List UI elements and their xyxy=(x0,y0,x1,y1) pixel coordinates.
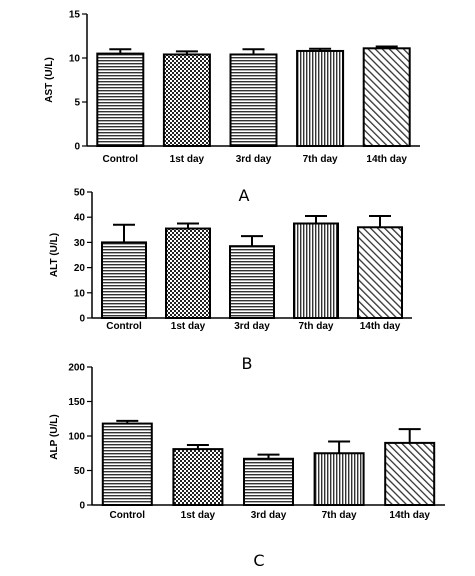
panel-a-ytick-label: 0 xyxy=(74,142,80,153)
panel-a-bar xyxy=(229,53,278,147)
panel-b-bar xyxy=(229,245,275,319)
panel-c-bar xyxy=(172,448,224,506)
panel-b-letter: B xyxy=(242,354,253,373)
panel-a-ytick-label: 5 xyxy=(74,98,80,109)
panel-a-ytick-label: 15 xyxy=(69,10,81,21)
panel-c-bar xyxy=(313,452,365,506)
panel-b-bar xyxy=(357,226,403,319)
panel-b-ytick-label: 10 xyxy=(74,288,86,299)
panel-c-chart: 0 50 100 150 200 Control 1st day 3rd day 7th day… xyxy=(68,363,445,521)
panel-b-category-label: 14th day xyxy=(360,321,401,332)
panel-a-category-label: Control xyxy=(103,154,139,165)
panel-b-bar xyxy=(293,222,339,319)
panel-a-bar xyxy=(162,53,211,147)
panel-b-ytick-label: 20 xyxy=(74,263,86,274)
panel-b-bar xyxy=(165,227,211,319)
panel-b-ylabel: ALT (U/L) xyxy=(49,233,60,277)
panel-a-category-label: 3rd day xyxy=(236,154,272,165)
panel-c-bar xyxy=(101,422,153,506)
panel-b-ytick-label: 40 xyxy=(74,213,86,224)
panel-c-bar xyxy=(243,457,294,506)
panel-b-chart: 0 10 20 30 40 50 Control 1st day 3rd day 7th day 1… xyxy=(74,188,412,332)
panel-c-ytick-label: 0 xyxy=(79,501,85,512)
panel-b-category-label: 1st day xyxy=(171,321,206,332)
panel-c-category-label: 7th day xyxy=(322,510,357,521)
panel-a-category-label: 7th day xyxy=(303,154,338,165)
panel-c-ylabel: ALP (U/L) xyxy=(49,414,60,459)
panel-b-bar xyxy=(101,241,147,319)
panel-b-category-label: 3rd day xyxy=(234,321,270,332)
panel-a-ylabel: AST (U/L) xyxy=(44,57,55,103)
panel-c-ytick-label: 100 xyxy=(68,432,85,443)
panel-c-category-label: 14th day xyxy=(389,510,430,521)
panel-c-letter: C xyxy=(253,551,264,570)
panel-a-bar xyxy=(362,47,411,147)
panel-b: 0 10 20 30 40 50 Control 1st day 3rd day 7th day 1… xyxy=(49,188,412,373)
panel-b-ytick-label: 30 xyxy=(74,238,86,249)
panel-c-ytick-label: 150 xyxy=(68,397,85,408)
panel-a-chart: 0 5 10 15 Control 1st day 3rd day 7th day 14th d… xyxy=(69,10,420,165)
panel-c-category-label: Control xyxy=(110,510,146,521)
panel-b-category-label: Control xyxy=(106,321,142,332)
panel-a-category-label: 14th day xyxy=(366,154,407,165)
panel-c-category-label: 3rd day xyxy=(251,510,287,521)
panel-a-category-label: 1st day xyxy=(170,154,205,165)
panel-c-ytick-label: 50 xyxy=(74,466,86,477)
panel-b-ytick-label: 0 xyxy=(79,314,85,325)
panel-a: 0 5 10 15 Control 1st day 3rd day 7th day 14th d… xyxy=(44,10,420,205)
panel-c-category-label: 1st day xyxy=(181,510,216,521)
panel-a-ytick-label: 10 xyxy=(69,54,81,65)
panel-b-category-label: 7th day xyxy=(298,321,333,332)
panel-a-bar xyxy=(296,49,345,147)
panel-a-bar xyxy=(96,52,145,147)
panel-b-ytick-label: 50 xyxy=(74,188,86,199)
panel-c-ytick-label: 200 xyxy=(68,363,85,374)
panel-c: 0 50 100 150 200 Control 1st day 3rd day 7th day… xyxy=(49,363,445,570)
panel-c-bar xyxy=(384,441,436,506)
panel-a-letter: A xyxy=(239,186,250,205)
